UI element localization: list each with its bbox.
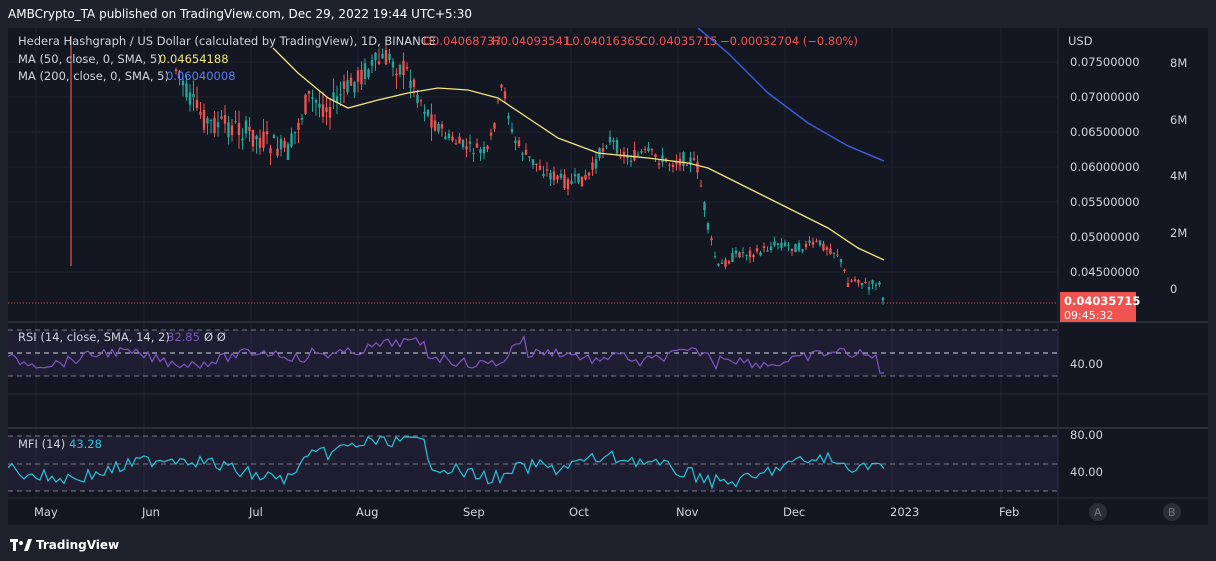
rsi-axis-tick: 40.00 bbox=[1070, 357, 1103, 371]
chart-area[interactable]: Hedera Hashgraph / US Dollar (calculated… bbox=[7, 27, 1208, 525]
time-label: 2023 bbox=[890, 505, 919, 519]
ma200-line bbox=[697, 27, 885, 162]
price-tick: 0.04500000 bbox=[1070, 265, 1140, 279]
scale-auto-label: A bbox=[1094, 506, 1102, 519]
volume-tick: 2M bbox=[1170, 226, 1187, 240]
ma200-value: 0.06040008 bbox=[166, 69, 236, 83]
volume-tick: 8M bbox=[1170, 56, 1187, 70]
time-label: Jun bbox=[141, 505, 160, 519]
time-label: May bbox=[34, 505, 58, 519]
legend-close: C0.04035715 bbox=[640, 34, 718, 48]
volume-tick: 6M bbox=[1170, 113, 1187, 127]
publish-header: AMBCrypto_TA published on TradingView.co… bbox=[0, 0, 1216, 28]
time-label: Sep bbox=[463, 505, 485, 519]
tradingview-logo-icon bbox=[10, 539, 32, 551]
rsi-extra: Ø Ø bbox=[204, 330, 226, 344]
grid bbox=[8, 28, 1058, 498]
mfi-axis-tick-80: 80.00 bbox=[1070, 428, 1103, 442]
currency-label: USD bbox=[1068, 34, 1093, 48]
ma50-line bbox=[272, 47, 885, 261]
price-axis-ticks: 0.07500000 0.07000000 0.06500000 0.06000000… bbox=[1070, 55, 1140, 279]
price-tick: 0.05500000 bbox=[1070, 195, 1140, 209]
rsi-value: 32.85 bbox=[167, 330, 200, 344]
price-tick: 0.07000000 bbox=[1070, 90, 1140, 104]
scale-b-button[interactable] bbox=[1163, 503, 1181, 521]
time-label: Oct bbox=[569, 505, 589, 519]
mfi-value: 43.28 bbox=[69, 437, 102, 451]
scale-auto-button[interactable] bbox=[1089, 503, 1107, 521]
price-tick: 0.06500000 bbox=[1070, 125, 1140, 139]
tradingview-brand[interactable]: TradingView bbox=[10, 537, 119, 553]
last-price-value: 0.04035715 bbox=[1064, 294, 1140, 308]
legend-high: H0.04093541 bbox=[492, 34, 570, 48]
time-axis-labels: May Jun Jul Aug Sep Oct Nov Dec 2023 Feb bbox=[34, 505, 1019, 519]
scale-b-label: B bbox=[1168, 506, 1176, 519]
countdown-value: 09:45:32 bbox=[1064, 309, 1113, 322]
time-label: Nov bbox=[676, 505, 699, 519]
ma50-value: 0.04654188 bbox=[159, 52, 229, 66]
price-tick: 0.07500000 bbox=[1070, 55, 1140, 69]
legend-symbol: Hedera Hashgraph / US Dollar (calculated… bbox=[18, 34, 436, 48]
legend-change: −0.00032704 (−0.80%) bbox=[720, 34, 858, 48]
volume-axis-ticks: 8M 6M 4M 2M 0 bbox=[1170, 56, 1187, 296]
ma200-label: MA (200, close, 0, SMA, 5) bbox=[18, 69, 169, 83]
footer bbox=[0, 525, 1216, 561]
volume-tick: 4M bbox=[1170, 169, 1187, 183]
chart-svg[interactable]: Hedera Hashgraph / US Dollar (calculated… bbox=[7, 27, 1208, 525]
time-label: Feb bbox=[999, 505, 1019, 519]
ma50-label: MA (50, close, 0, SMA, 5) bbox=[18, 52, 162, 66]
rsi-line bbox=[7, 334, 884, 374]
time-label: Dec bbox=[783, 505, 805, 519]
mfi-axis-tick-40: 40.00 bbox=[1070, 465, 1103, 479]
legend-low: L0.04016365 bbox=[566, 34, 642, 48]
rsi-label: RSI (14, close, SMA, 14, 2) bbox=[18, 330, 170, 344]
tradingview-brand-text: TradingView bbox=[36, 538, 120, 552]
legend-open: O0.04068737 bbox=[423, 34, 502, 48]
volume-tick: 0 bbox=[1170, 282, 1177, 296]
time-label: Aug bbox=[356, 505, 378, 519]
last-price-badge bbox=[1060, 292, 1136, 322]
mfi-label: MFI (14) bbox=[18, 437, 65, 451]
time-label: Jul bbox=[248, 505, 263, 519]
price-tick: 0.05000000 bbox=[1070, 230, 1140, 244]
mfi-line bbox=[7, 435, 885, 490]
price-tick: 0.06000000 bbox=[1070, 160, 1140, 174]
candles bbox=[70, 36, 885, 305]
